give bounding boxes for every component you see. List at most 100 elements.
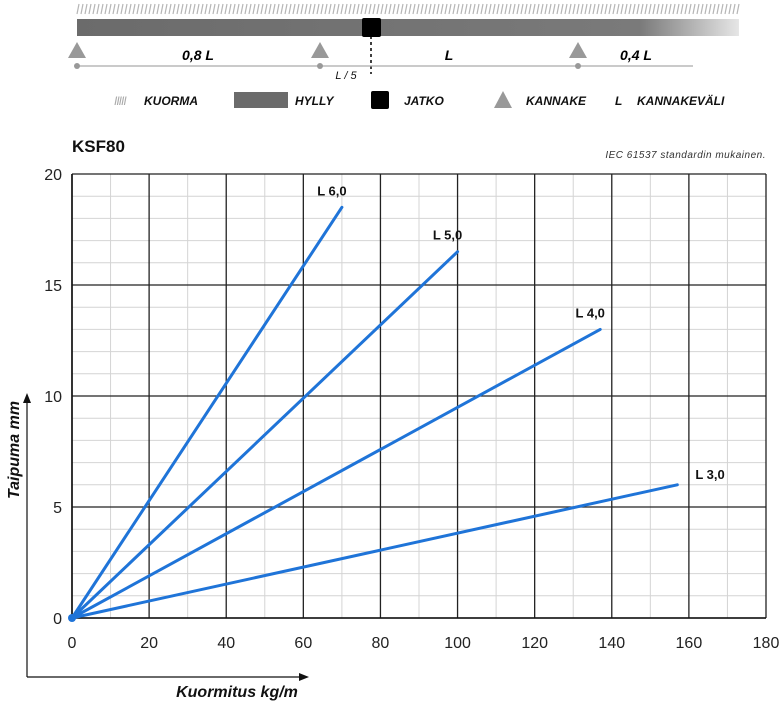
hatch-mark <box>476 3 480 15</box>
hatch-mark <box>324 3 328 15</box>
hatch-mark <box>552 3 556 15</box>
hatch-mark <box>376 3 380 15</box>
hatch-mark <box>196 3 200 15</box>
hatch-mark <box>560 3 564 15</box>
hatch-mark <box>236 3 240 15</box>
hatch-mark <box>116 3 120 15</box>
hatch-mark <box>616 3 620 15</box>
hatch-mark <box>724 3 728 15</box>
hatch-mark <box>672 3 676 15</box>
hatch-mark <box>208 3 212 15</box>
bracket-triangle-1 <box>68 42 86 58</box>
black-square-icon <box>371 91 389 109</box>
hatch-mark <box>172 3 176 15</box>
hatch-mark <box>548 3 552 15</box>
hatch-mark <box>640 3 644 15</box>
hatch-mark <box>464 3 468 15</box>
hatch-mark <box>352 3 356 15</box>
x-tick-labels: 0 20 40 60 80 100 120 140 160 180 <box>68 635 779 652</box>
hatch-mark <box>388 3 392 15</box>
hatch-mark <box>216 3 220 15</box>
hatch-mark <box>308 3 312 15</box>
y-axis-label: Taipuma mm <box>6 401 23 499</box>
hatch-mark <box>680 3 684 15</box>
x-tick-label: 100 <box>444 635 471 652</box>
hatch-mark <box>504 3 508 15</box>
hatch-mark <box>520 3 524 15</box>
hatch-mark <box>224 3 228 15</box>
hatch-mark <box>140 3 144 15</box>
hatch-mark <box>168 3 172 15</box>
series-label: L 3,0 <box>695 467 724 482</box>
hatch-mark <box>76 3 80 15</box>
hatch-mark <box>472 3 476 15</box>
hatch-mark <box>460 3 464 15</box>
hatch-mark <box>200 3 204 15</box>
hatch-mark <box>268 3 272 15</box>
hatch-mark <box>256 3 260 15</box>
hatch-mark <box>492 3 496 15</box>
standard-note: IEC 61537 standardin mukainen. <box>605 150 766 161</box>
x-tick-label: 80 <box>372 635 390 652</box>
hatch-mark <box>232 3 236 15</box>
legend-shelf-label: HYLLY <box>295 94 334 108</box>
hatch-mark <box>364 3 368 15</box>
y-tick-label: 5 <box>53 500 62 517</box>
hatch-mark <box>544 3 548 15</box>
hatch-mark <box>540 3 544 15</box>
hatch-mark <box>204 3 208 15</box>
x-axis-label: Kuormitus kg/m <box>176 684 298 701</box>
hatch-mark <box>516 3 520 15</box>
hatch-mark <box>332 3 336 15</box>
hatch-mark <box>360 3 364 15</box>
hatch-mark <box>656 3 660 15</box>
hatch-mark <box>496 3 500 15</box>
hatch-mark <box>440 3 444 15</box>
hatch-mark <box>372 3 376 15</box>
hatch-mark <box>528 3 532 15</box>
y-tick-label: 0 <box>53 611 62 628</box>
triangle-icon <box>494 91 512 108</box>
span-dot-1 <box>74 63 80 69</box>
hatch-mark <box>484 3 488 15</box>
hatch-mark <box>652 3 656 15</box>
hatch-mark <box>96 3 100 15</box>
hatch-mark <box>728 3 732 15</box>
y-tick-label: 20 <box>44 167 62 184</box>
hatch-mark <box>508 3 512 15</box>
hatch-mark <box>404 3 408 15</box>
span-label-2: L <box>445 47 454 63</box>
hatch-mark <box>592 3 596 15</box>
hatch-mark <box>676 3 680 15</box>
hatch-mark <box>180 3 184 15</box>
hatch-mark <box>160 3 164 15</box>
hatch-mark <box>636 3 640 15</box>
hatch-mark <box>184 3 188 15</box>
hatch-mark <box>588 3 592 15</box>
hatch-mark <box>152 3 156 15</box>
hatch-mark <box>120 3 124 15</box>
hatch-mark <box>692 3 696 15</box>
hatch-mark <box>312 3 316 15</box>
hatch-mark <box>500 3 504 15</box>
hatch-mark <box>524 3 528 15</box>
hatch-mark <box>620 3 624 15</box>
hatch-mark <box>320 3 324 15</box>
chart-title: KSF80 <box>72 137 125 156</box>
hatch-mark <box>344 3 348 15</box>
hatch-mark <box>176 3 180 15</box>
hatch-mark <box>572 3 576 15</box>
hatch-mark <box>732 3 736 15</box>
hatch-mark <box>644 3 648 15</box>
hatch-mark <box>556 3 560 15</box>
hatch-mark <box>612 3 616 15</box>
x-tick-label: 20 <box>140 635 158 652</box>
bracket-triangle-2 <box>311 42 329 58</box>
hatch-mark <box>128 3 132 15</box>
hatch-mark <box>240 3 244 15</box>
hatch-mark <box>608 3 612 15</box>
shelf-bar <box>77 19 739 36</box>
hatch-mark <box>536 3 540 15</box>
hatch-mark <box>244 3 248 15</box>
